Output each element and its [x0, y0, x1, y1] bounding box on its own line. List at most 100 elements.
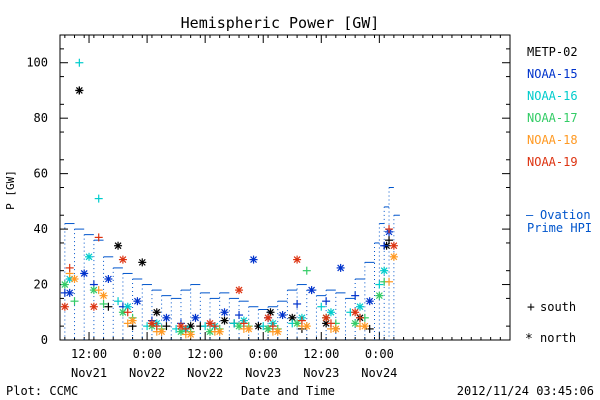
marker-north-d2	[235, 286, 243, 294]
y-tick-label: 0	[41, 333, 48, 347]
y-tick-label: 80	[34, 111, 48, 125]
marker-south	[239, 319, 248, 328]
marker-north	[220, 316, 229, 325]
marker-north	[278, 311, 287, 320]
marker-north	[365, 297, 374, 306]
marker-north-d2	[129, 317, 137, 325]
marker-north	[244, 324, 253, 333]
marker-north-d2	[322, 314, 330, 322]
legend-series-name: NOAA-19	[527, 155, 578, 169]
marker-north-d2	[148, 319, 156, 327]
marker-north	[254, 322, 263, 331]
marker-north	[351, 319, 360, 328]
chart-title: Hemispheric Power [GW]	[181, 14, 380, 32]
marker-north	[264, 324, 273, 333]
marker-south	[356, 313, 364, 322]
data-markers	[60, 58, 398, 339]
marker-north	[186, 330, 195, 339]
marker-north	[322, 313, 331, 322]
marker-north-d2	[216, 328, 224, 336]
marker-north	[293, 319, 302, 328]
marker-south	[94, 194, 103, 203]
marker-north-d2	[375, 292, 383, 300]
marker-north	[75, 86, 84, 95]
marker-south	[94, 286, 103, 295]
marker-north	[351, 308, 360, 317]
y-tick-label: 40	[34, 222, 48, 236]
marker-north	[138, 258, 147, 267]
marker-south	[385, 225, 394, 234]
marker-north-d2	[100, 292, 107, 300]
marker-north	[85, 252, 94, 261]
marker-north	[118, 255, 127, 264]
marker-south	[268, 322, 277, 331]
marker-north-d2	[293, 256, 301, 264]
marker-north-d2	[124, 303, 132, 311]
marker-south	[297, 316, 306, 325]
marker-north	[235, 322, 244, 331]
marker-north	[157, 327, 166, 336]
marker-north-d2	[351, 319, 359, 327]
marker-north	[114, 241, 123, 250]
marker-north-d2	[80, 270, 88, 277]
marker-north-d2	[303, 322, 311, 330]
marker-south	[375, 280, 384, 289]
marker-north	[375, 291, 384, 300]
legend-ovation-label-1: Ovation	[540, 208, 591, 222]
marker-north	[176, 322, 185, 331]
marker-north-d2	[177, 322, 185, 330]
x-axis: 12:00 Nov21 0:00 Nov22 12:00 Nov22 0:00 Nov23 12…	[64, 35, 501, 380]
x-tick-label-date: Nov23	[245, 366, 281, 380]
legend: METP-02 NOAA-15 NOAA-16 NOAA-17 NOAA-18 NOAA-…	[525, 45, 592, 347]
marker-north-d2	[356, 303, 364, 311]
marker-north-d2	[351, 308, 359, 316]
marker-south	[104, 302, 113, 311]
marker-north	[65, 288, 74, 297]
marker-north	[99, 291, 108, 300]
y-axis: 0 20 40 60 80 100	[26, 48, 510, 347]
footer-timestamp: 2012/11/24 03:45:06	[457, 384, 594, 398]
marker-south	[70, 297, 79, 306]
marker-north	[191, 313, 200, 322]
marker-south	[326, 319, 335, 328]
marker-north-d2	[192, 314, 199, 322]
marker-north-d2	[177, 328, 185, 336]
marker-north-d2	[361, 322, 369, 330]
y-tick-label: 60	[34, 167, 48, 181]
legend-series-list: METP-02 NOAA-15 NOAA-16 NOAA-17 NOAA-18 NOAA-…	[527, 45, 578, 169]
marker-north-d2	[221, 317, 228, 325]
marker-north-d2	[187, 331, 195, 338]
marker-north	[60, 280, 69, 289]
marker-north-d2	[187, 322, 195, 330]
marker-north	[89, 286, 98, 295]
marker-north-d2	[221, 308, 228, 316]
marker-south	[75, 58, 84, 67]
legend-south-label: south	[540, 300, 576, 314]
marker-north	[235, 286, 244, 295]
x-tick-label-date: Nov22	[129, 366, 165, 380]
x-tick-label-date: Nov21	[71, 366, 107, 380]
marker-north	[133, 297, 142, 306]
marker-south	[235, 311, 244, 320]
marker-north	[162, 313, 171, 322]
marker-north-d2	[366, 297, 374, 305]
legend-series-name: NOAA-18	[527, 133, 578, 147]
marker-north-d2	[264, 314, 272, 322]
marker-north-d2	[264, 325, 272, 333]
legend-series-name: NOAA-16	[527, 89, 578, 103]
marker-north-d2	[288, 314, 296, 322]
marker-north-d2	[158, 328, 166, 336]
legend-north-label: north	[540, 331, 576, 345]
marker-north-d2	[119, 308, 127, 316]
x-tick-label-time: 12:00	[303, 347, 339, 361]
marker-south	[123, 308, 132, 317]
y-tick-label: 20	[34, 278, 48, 292]
marker-north	[380, 266, 389, 275]
marker-north	[215, 327, 224, 336]
marker-north	[60, 302, 69, 311]
marker-north-d2	[71, 275, 78, 283]
marker-north-d2	[308, 286, 316, 294]
marker-south	[317, 302, 326, 311]
marker-north-d2	[245, 325, 253, 333]
marker-north	[206, 319, 214, 328]
